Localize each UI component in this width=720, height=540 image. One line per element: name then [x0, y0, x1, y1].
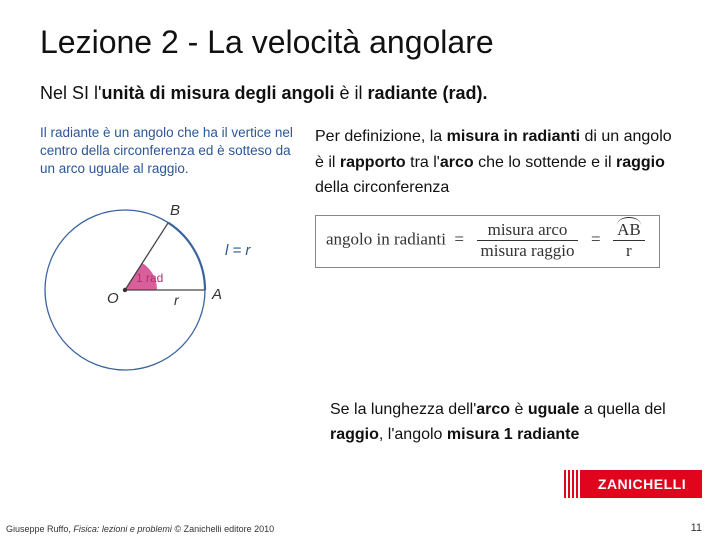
- page-number: 11: [691, 522, 702, 534]
- text: è il: [334, 83, 367, 103]
- text-bold: radiante (rad).: [368, 83, 488, 103]
- svg-text:O: O: [107, 290, 119, 307]
- svg-text:r: r: [174, 292, 180, 308]
- numerator: AB: [613, 220, 645, 241]
- text: che lo sottende e il: [474, 154, 616, 171]
- subtitle: Nel SI l'unità di misura degli angoli è …: [40, 83, 680, 104]
- figure-caption: Il radiante è un angolo che ha il vertic…: [40, 124, 295, 179]
- text-bold: unità di misura degli angoli: [101, 83, 334, 103]
- credit-author: Giuseppe Ruffo,: [6, 524, 73, 534]
- publisher-logo: ZANICHELLI: [562, 470, 702, 498]
- footer-credit: Giuseppe Ruffo, Fisica: lezioni e proble…: [6, 524, 274, 534]
- text: Se la lunghezza dell': [330, 401, 476, 418]
- text: Nel SI l': [40, 83, 101, 103]
- text: è: [510, 401, 528, 418]
- formula-lhs: angolo in radianti: [326, 229, 446, 248]
- definition-paragraph: Per definizione, la misura in radianti d…: [315, 124, 680, 201]
- logo-stripe: [562, 470, 582, 498]
- numerator: misura arco: [477, 220, 579, 241]
- text-bold: raggio: [616, 154, 665, 171]
- text: della circonferenza: [315, 179, 449, 196]
- text-bold: misura in radianti: [447, 128, 580, 145]
- figure-column: Il radiante è un angolo che ha il vertic…: [40, 124, 295, 385]
- text-bold: arco: [440, 154, 474, 171]
- text-bold: misura 1 radiante: [447, 426, 580, 443]
- content-row: Il radiante è un angolo che ha il vertic…: [40, 124, 680, 385]
- fraction: AB r: [613, 220, 645, 261]
- fraction: misura arco misura raggio: [477, 220, 579, 261]
- text-bold: raggio: [330, 426, 379, 443]
- arc-label: AB: [617, 220, 641, 240]
- svg-text:1 rad: 1 rad: [136, 271, 163, 285]
- text-bold: uguale: [528, 401, 580, 418]
- text-bold: rapporto: [340, 154, 406, 171]
- page-title: Lezione 2 - La velocità angolare: [40, 24, 680, 61]
- conclusion-paragraph: Se la lunghezza dell'arco è uguale a que…: [330, 397, 680, 448]
- denominator: r: [613, 241, 645, 261]
- radian-diagram: O A B r 1 rad l = r: [40, 185, 295, 385]
- slide: Lezione 2 - La velocità angolare Nel SI …: [0, 0, 720, 540]
- credit-title: Fisica: lezioni e problemi: [73, 524, 172, 534]
- logo-text: ZANICHELLI: [582, 476, 702, 492]
- text: Per definizione, la: [315, 128, 447, 145]
- text-column: Per definizione, la misura in radianti d…: [315, 124, 680, 278]
- denominator: misura raggio: [477, 241, 579, 261]
- credit-rest: © Zanichelli editore 2010: [172, 524, 274, 534]
- svg-text:B: B: [170, 202, 180, 219]
- formula-box: angolo in radianti = misura arco misura …: [315, 215, 660, 268]
- text: tra l': [406, 154, 440, 171]
- svg-text:A: A: [211, 286, 222, 303]
- text-bold: arco: [476, 401, 510, 418]
- text: , l'angolo: [379, 426, 447, 443]
- text: a quella del: [579, 401, 665, 418]
- svg-text:l = r: l = r: [225, 242, 251, 259]
- conclusion-row: Se la lunghezza dell'arco è uguale a que…: [40, 397, 680, 448]
